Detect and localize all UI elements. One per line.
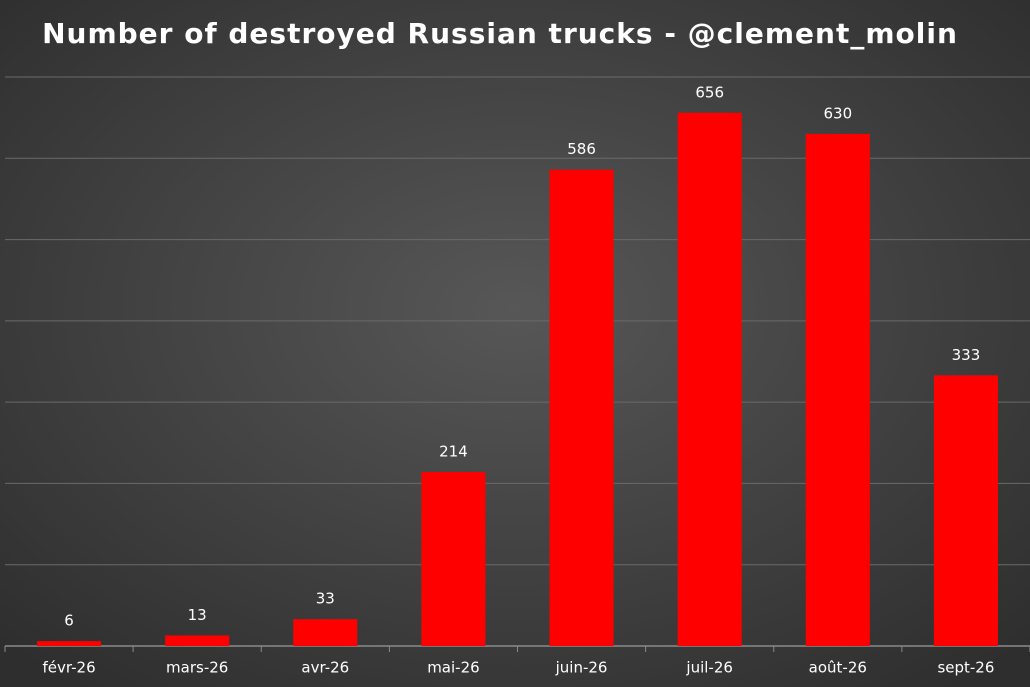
x-tick-label: avr-26 bbox=[301, 659, 349, 677]
data-label: 6 bbox=[64, 612, 74, 630]
data-label: 13 bbox=[188, 606, 207, 624]
x-tick-label: mai-26 bbox=[427, 659, 479, 677]
x-tick-label: sept-26 bbox=[937, 659, 994, 677]
x-tick-label: mars-26 bbox=[166, 659, 228, 677]
bar bbox=[933, 375, 998, 646]
bar bbox=[293, 619, 358, 646]
bar bbox=[677, 112, 742, 646]
data-label: 33 bbox=[316, 590, 335, 608]
bar bbox=[165, 635, 230, 646]
chart-title: Number of destroyed Russian trucks - @cl… bbox=[42, 17, 958, 50]
bar bbox=[421, 472, 486, 646]
data-label: 586 bbox=[567, 140, 596, 158]
bar bbox=[805, 133, 870, 646]
data-label: 656 bbox=[695, 83, 724, 101]
x-tick-label: août-26 bbox=[809, 659, 867, 677]
bar bbox=[549, 169, 614, 646]
x-tick-label: juil-26 bbox=[685, 659, 733, 677]
data-label: 630 bbox=[823, 104, 852, 122]
data-label: 214 bbox=[439, 443, 468, 461]
x-tick-label: juin-26 bbox=[555, 659, 608, 677]
x-tick-label: févr-26 bbox=[43, 659, 96, 677]
data-label: 333 bbox=[952, 346, 981, 364]
bar bbox=[37, 641, 102, 646]
